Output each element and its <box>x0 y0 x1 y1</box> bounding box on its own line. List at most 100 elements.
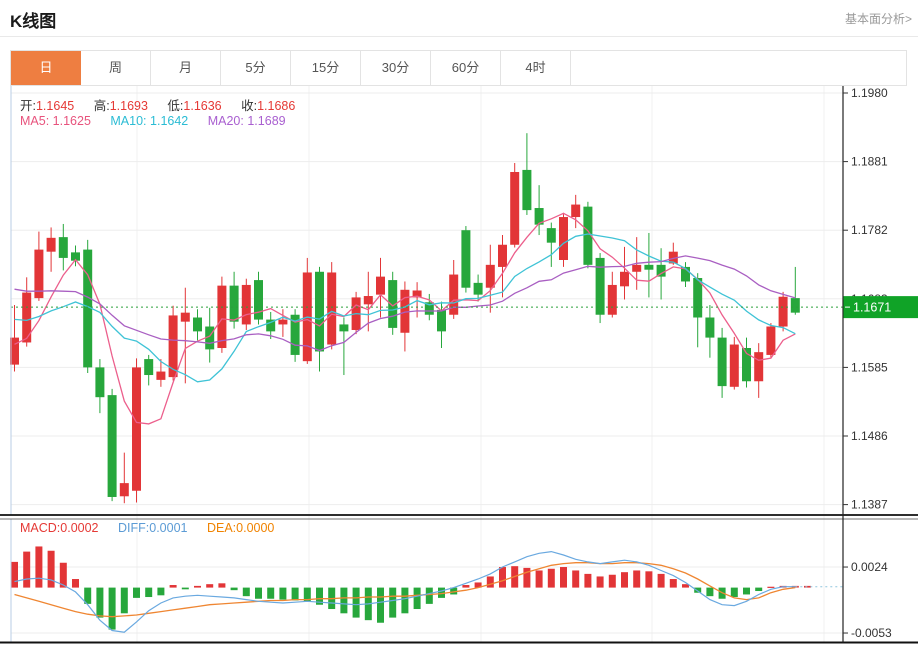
macd-bar <box>72 579 79 588</box>
candle-body <box>644 265 653 270</box>
macd-bar <box>658 574 665 588</box>
tab-timeframe-1[interactable]: 周 <box>81 51 151 85</box>
current-price-value: 1.1671 <box>853 301 891 315</box>
macd-bar <box>609 575 616 588</box>
macd-bar <box>267 588 274 599</box>
macd-bar <box>694 588 701 593</box>
macd-bar <box>218 583 225 587</box>
macd-bar <box>157 588 164 596</box>
macd-bar <box>633 570 640 587</box>
candle-body <box>632 265 641 272</box>
candle-body <box>474 283 483 295</box>
macd-bar <box>133 588 140 598</box>
tab-timeframe-3[interactable]: 5分 <box>221 51 291 85</box>
macd-bar <box>145 588 152 597</box>
candle-body <box>608 285 617 315</box>
page-title: K线图 <box>10 7 56 32</box>
candle-body <box>108 395 117 497</box>
tab-timeframe-4[interactable]: 15分 <box>291 51 361 85</box>
macd-bar <box>767 587 774 588</box>
candle-body <box>547 228 556 243</box>
candle-body <box>791 298 800 313</box>
macd-bar <box>401 588 408 614</box>
candle-body <box>620 272 629 287</box>
macd-bar <box>206 584 213 587</box>
candle-body <box>144 359 153 375</box>
candle-body <box>230 286 239 322</box>
candle-body <box>498 245 507 267</box>
candle-body <box>327 272 336 344</box>
macd-bar <box>670 579 677 588</box>
candle-body <box>571 205 580 217</box>
fundamental-analysis-link[interactable]: 基本面分析> <box>845 10 912 27</box>
macd-bar <box>231 588 238 591</box>
macd-bar <box>109 588 116 630</box>
macd-bar <box>804 586 811 588</box>
candle-body <box>718 338 727 387</box>
macd-bar <box>560 567 567 588</box>
macd-bar <box>11 562 18 588</box>
tab-timeframe-6[interactable]: 60分 <box>431 51 501 85</box>
candle-body <box>461 230 470 288</box>
candle-body <box>766 327 775 355</box>
price-tick-label: 1.1387 <box>851 498 888 512</box>
macd-bar <box>743 588 750 595</box>
macd-tick-label: -0.0053 <box>851 626 892 640</box>
candle-body <box>47 238 56 252</box>
candle-body <box>217 286 226 348</box>
macd-bar <box>182 588 189 590</box>
macd-bar <box>23 552 30 588</box>
macd-bar <box>597 576 604 587</box>
macd-bar <box>96 588 103 618</box>
price-tick-label: 1.1980 <box>851 86 888 100</box>
tab-timeframe-5[interactable]: 30分 <box>361 51 431 85</box>
price-tick-label: 1.1881 <box>851 155 888 169</box>
macd-bar <box>621 572 628 587</box>
macd-bar <box>194 586 201 588</box>
candle-body <box>156 372 165 380</box>
macd-bar <box>340 588 347 614</box>
macd-tick-label: 0.0024 <box>851 560 888 574</box>
macd-bar <box>426 588 433 604</box>
tab-timeframe-7[interactable]: 4时 <box>501 51 571 85</box>
macd-bar <box>499 567 506 588</box>
candle-body <box>364 296 373 304</box>
candle-body <box>132 367 141 490</box>
macd-bar <box>243 588 250 597</box>
candle-body <box>181 313 190 322</box>
candle-body <box>486 265 495 288</box>
candles-layer <box>10 133 800 503</box>
macd-bar <box>292 588 299 601</box>
candle-body <box>254 280 263 319</box>
macd-bar <box>645 571 652 587</box>
macd-bar <box>548 569 555 588</box>
macd-bar <box>572 570 579 587</box>
macd-bar <box>755 588 762 591</box>
header-divider <box>0 36 918 37</box>
candle-body <box>754 352 763 381</box>
candle-body <box>730 345 739 387</box>
macd-bar <box>170 585 177 588</box>
tab-timeframe-0[interactable]: 日 <box>11 51 81 85</box>
candle-body <box>705 318 714 338</box>
candle-body <box>193 318 202 332</box>
candle-body <box>779 297 788 327</box>
macd-bar <box>377 588 384 623</box>
macd-bars-layer <box>11 546 811 629</box>
candle-body <box>59 237 68 258</box>
tab-timeframe-2[interactable]: 月 <box>151 51 221 85</box>
macd-bar <box>389 588 396 618</box>
macd-bar <box>536 570 543 587</box>
price-tick-label: 1.1782 <box>851 223 888 237</box>
candle-body <box>339 324 348 331</box>
macd-bar <box>48 551 55 588</box>
candle-body <box>95 367 104 397</box>
candle-body <box>522 170 531 210</box>
chart-area: 1.19801.18811.17821.16831.15851.14861.13… <box>0 86 918 647</box>
candle-body <box>437 310 446 331</box>
kline-chart-canvas[interactable]: 1.19801.18811.17821.16831.15851.14861.13… <box>0 86 918 647</box>
price-tick-label: 1.1486 <box>851 429 888 443</box>
macd-bar <box>353 588 360 618</box>
macd-bar <box>487 576 494 587</box>
